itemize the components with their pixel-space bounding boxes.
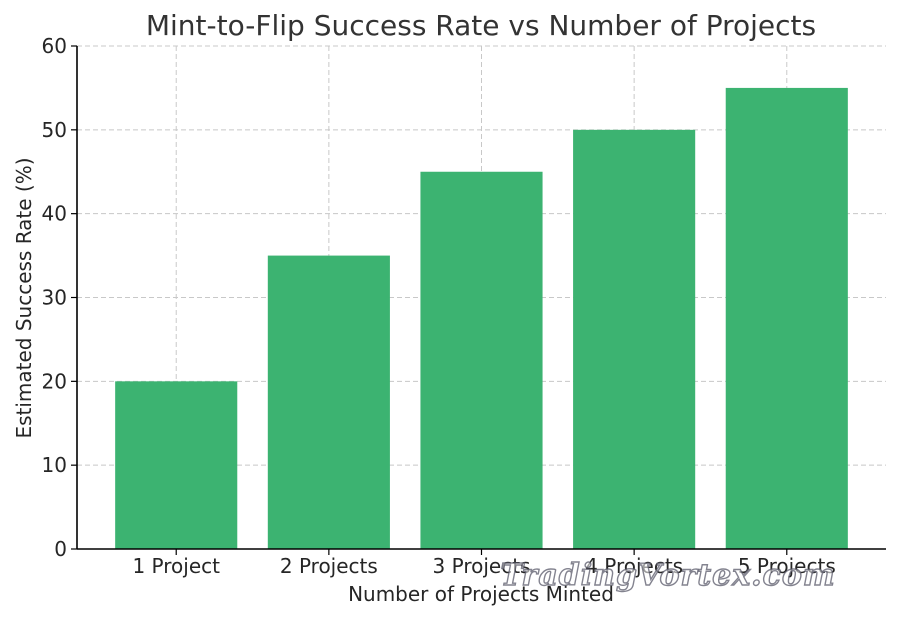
bar [420, 171, 543, 549]
y-tick-label: 0 [54, 537, 67, 561]
bar [115, 381, 238, 549]
x-tick-label: 3 Projects [433, 554, 531, 578]
x-tick-label: 5 Projects [738, 554, 836, 578]
y-tick-label: 20 [42, 369, 67, 393]
y-tick-label: 30 [42, 286, 67, 310]
watermark-logo: TradingVortex.com [500, 558, 835, 593]
x-tick-label: 2 Projects [280, 554, 378, 578]
y-tick-label: 10 [42, 453, 67, 477]
y-axis-label: Estimated Success Rate (%) [12, 157, 36, 438]
y-tick-label: 60 [42, 34, 67, 58]
y-tick-label: 40 [42, 202, 67, 226]
bar [267, 255, 390, 550]
bar [725, 87, 848, 550]
bar-layer [115, 87, 848, 550]
x-tick-label: 1 Project [132, 554, 220, 578]
y-tick-label: 50 [42, 118, 67, 142]
x-tick-label: 4 Projects [585, 554, 683, 578]
x-axis-label: Number of Projects Minted [348, 582, 614, 606]
bar [573, 129, 696, 550]
tick-layer: 0 10 20 30 40 50 60 1 Project 2 Projects 3 Projec… [42, 34, 836, 578]
chart-title: Mint-to-Flip Success Rate vs Number of P… [146, 9, 816, 42]
